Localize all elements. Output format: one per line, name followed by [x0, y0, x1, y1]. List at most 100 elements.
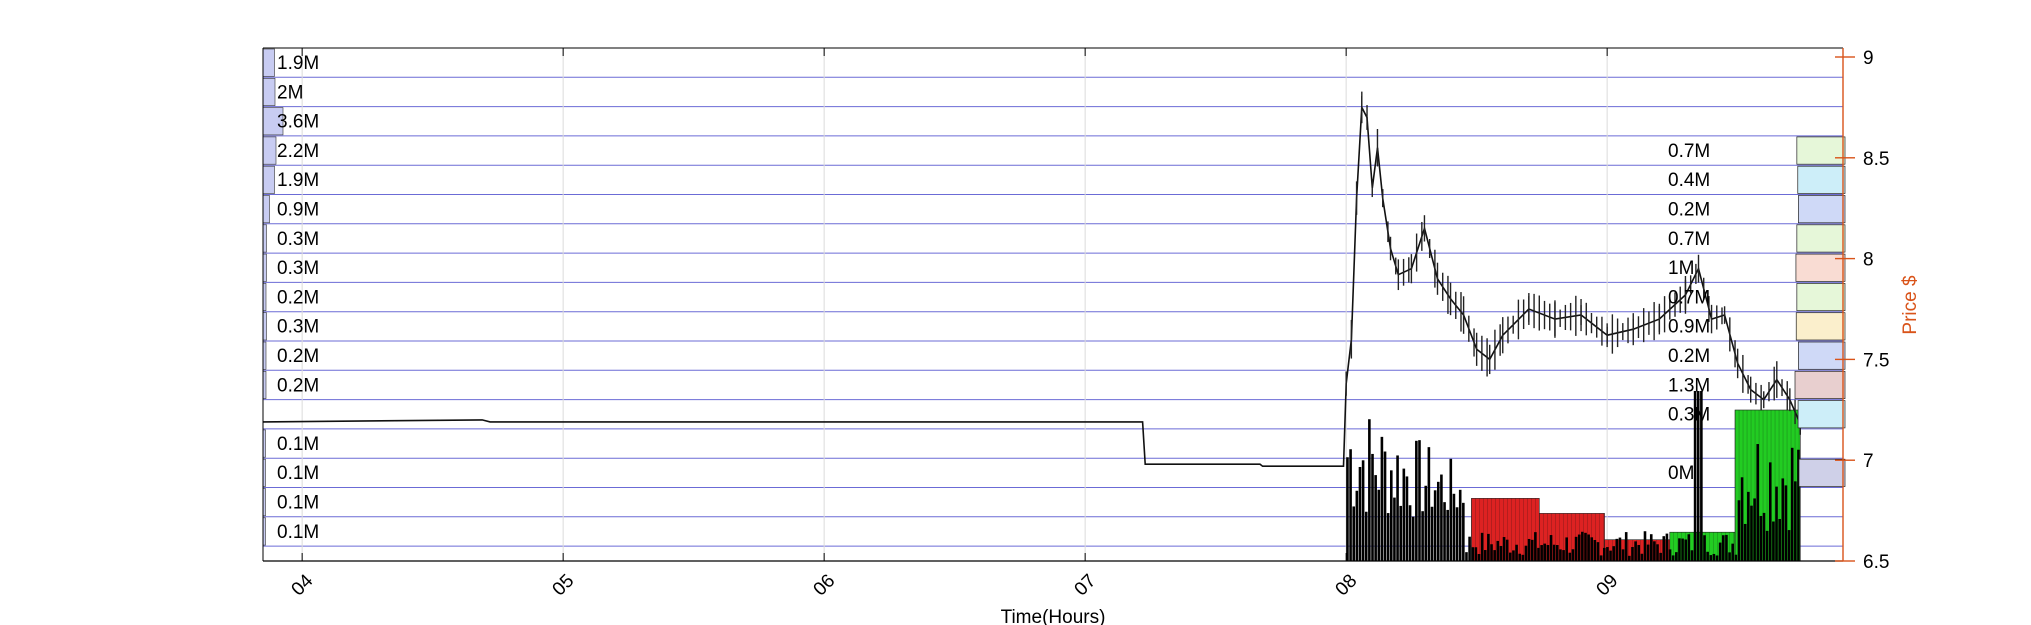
volume-bar — [1449, 458, 1453, 561]
y-tick-label-right: 8.5 — [1863, 149, 1889, 170]
volume-bar — [1621, 549, 1625, 561]
volume-bar — [1496, 540, 1500, 561]
volume-bar — [1640, 553, 1644, 561]
volume-bar — [1778, 519, 1781, 561]
profile-bar-right — [1796, 224, 1846, 253]
volume-bar — [1681, 538, 1684, 561]
volume-bar — [1346, 457, 1349, 561]
profile-label-left: 3.6M — [277, 112, 319, 133]
volume-bar — [1759, 515, 1763, 561]
volume-bar — [1715, 555, 1719, 561]
volume-bar — [1358, 466, 1362, 561]
x-tick-label: 06 — [810, 570, 840, 600]
profile-label-right: 0.7M — [1668, 229, 1710, 250]
volume-bar — [1631, 547, 1634, 561]
volume-bar — [1574, 536, 1578, 561]
volume-bar — [1602, 547, 1606, 561]
profile-label-right: 0.7M — [1668, 141, 1710, 162]
volume-bar — [1530, 539, 1534, 561]
profile-bar-right — [1796, 136, 1846, 165]
profile-label-left: 2M — [277, 82, 303, 103]
volume-bar — [1537, 547, 1540, 561]
volume-bar — [1411, 516, 1415, 561]
volume-bar — [1521, 554, 1525, 561]
volume-bar — [1477, 554, 1481, 561]
volume-bar — [1753, 498, 1756, 561]
volume-bar — [1408, 505, 1412, 561]
volume-bar — [1552, 544, 1556, 561]
volume-bar — [1546, 545, 1550, 561]
volume-bar — [1687, 534, 1691, 561]
volume-bar — [1368, 419, 1371, 561]
volume-bar — [1527, 538, 1531, 561]
volume-bar — [1656, 544, 1659, 561]
volume-bar — [1458, 489, 1462, 561]
volume-bar — [1712, 553, 1716, 561]
profile-label-left: 1.9M — [277, 53, 319, 74]
profile-bar-right — [1798, 458, 1846, 487]
volume-bar — [1700, 391, 1703, 561]
volume-bar — [1577, 534, 1581, 561]
volume-bar — [1524, 545, 1528, 561]
volume-bar — [1612, 546, 1615, 561]
volume-bar — [1662, 536, 1666, 561]
volume-bar — [1534, 532, 1537, 561]
volume-bar — [1668, 549, 1672, 561]
volume-bars — [1346, 391, 1801, 562]
profile-label-left: 0.2M — [277, 346, 319, 367]
volume-bar — [1634, 541, 1637, 561]
y-tick-label-right: 6.5 — [1863, 552, 1889, 573]
profile-bar-left — [262, 136, 277, 165]
profile-label-left: 0.3M — [277, 258, 319, 279]
x-tick-label: 07 — [1071, 570, 1101, 600]
volume-bar — [1609, 550, 1612, 561]
volume-bar — [1637, 544, 1641, 561]
profile-label-left: 0.2M — [277, 375, 319, 396]
volume-bar — [1747, 491, 1750, 561]
volume-bar — [1565, 537, 1568, 561]
volume-bar — [1584, 532, 1587, 561]
volume-bar — [1790, 447, 1794, 561]
profile-bar-left — [262, 312, 267, 341]
volume-bar — [1440, 474, 1443, 561]
volume-bar — [1424, 485, 1428, 561]
volume-bar — [1402, 468, 1406, 561]
volume-bar — [1568, 552, 1572, 561]
volume-bar — [1421, 511, 1424, 561]
profile-label-left: 0.1M — [277, 463, 319, 484]
volume-bar — [1690, 550, 1694, 561]
profile-label-right: 0.9M — [1668, 317, 1710, 338]
volume-bar — [1471, 547, 1475, 561]
volume-bar — [1468, 536, 1471, 561]
volume-bar — [1487, 533, 1490, 561]
profile-label-left: 0.1M — [277, 434, 319, 455]
profile-label-left: 0.2M — [277, 287, 319, 308]
volume-profile-labels: 1.9M 2M 3.6M 2.2M 1.9M 0.9M 0.3M 0.3M 0.2M 0.3M 0.… — [277, 53, 1710, 543]
grid — [301, 48, 1608, 561]
profile-bar-left — [262, 224, 267, 253]
volume-bar — [1361, 460, 1365, 561]
volume-bar — [1659, 552, 1662, 561]
volume-profile-bands — [262, 48, 1843, 547]
volume-bar — [1509, 552, 1512, 561]
volume-bar — [1455, 507, 1459, 561]
volume-bar — [1386, 513, 1390, 561]
volume-bar — [1555, 545, 1559, 561]
profile-label-left: 0.9M — [277, 200, 319, 221]
profile-label-left: 0.1M — [277, 493, 319, 514]
volume-bar — [1430, 506, 1434, 561]
volume-bar — [1590, 537, 1594, 561]
volume-bar — [1721, 535, 1725, 561]
volume-bar — [1383, 451, 1387, 561]
volume-bar — [1380, 436, 1384, 561]
volume-bar — [1649, 534, 1653, 561]
volume-bar — [1446, 509, 1449, 561]
volume-bar — [1571, 549, 1575, 561]
volume-bar — [1765, 530, 1769, 561]
profile-label-right: 1.3M — [1668, 375, 1710, 396]
x-tick-label: 04 — [288, 570, 318, 600]
volume-bar — [1399, 505, 1402, 561]
volume-bar — [1355, 490, 1359, 561]
profile-label-right: 1M — [1668, 258, 1694, 279]
